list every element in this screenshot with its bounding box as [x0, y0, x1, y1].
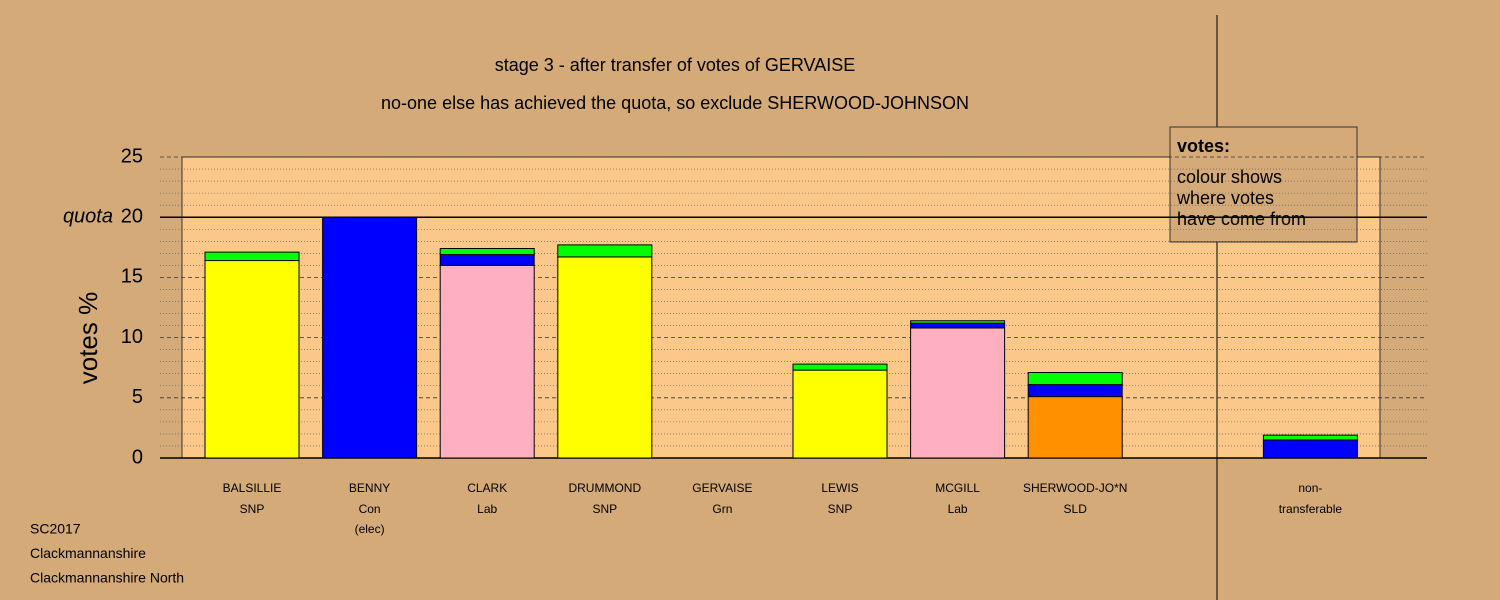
bar-segment	[1262, 439, 1358, 459]
x-tick-sublabel: SLD	[1064, 502, 1088, 516]
bar-segment	[439, 264, 535, 459]
y-tick-label: 0	[132, 446, 143, 468]
x-tick-sublabel: Grn	[712, 502, 732, 516]
chart-title: stage 3 - after transfer of votes of GER…	[495, 55, 856, 75]
legend-text: colour shows	[1177, 167, 1282, 187]
legend-title: votes:	[1177, 136, 1230, 156]
footer-text: Clackmannanshire	[30, 545, 146, 561]
bar-segment	[557, 244, 653, 258]
x-tick-label: CLARK	[467, 481, 507, 495]
x-tick-sublabel: SNP	[592, 502, 617, 516]
bar-segment	[910, 327, 1006, 459]
bar-segment	[1027, 384, 1123, 398]
x-tick-sublabel: SNP	[828, 502, 853, 516]
legend-text: where votes	[1176, 188, 1274, 208]
bar-segment	[204, 260, 300, 459]
x-tick-sublabel: Lab	[477, 502, 497, 516]
x-tick-label: DRUMMOND	[568, 481, 641, 495]
y-axis-label: votes %	[73, 292, 103, 385]
y-tick-label: 5	[132, 386, 143, 408]
y-tick-label: 10	[121, 326, 143, 348]
y-tick-label: 25	[121, 145, 143, 167]
bar-segment	[204, 251, 300, 262]
bar-segment	[439, 254, 535, 266]
bar-segment	[439, 248, 535, 256]
legend-box	[1169, 126, 1358, 243]
bar-segment	[557, 256, 653, 459]
quota-label: quota	[63, 205, 113, 227]
chart-subtitle: no-one else has achieved the quota, so e…	[381, 93, 969, 113]
bar-segment	[1027, 372, 1123, 386]
bar-segment	[1027, 396, 1123, 459]
bar-segment	[322, 216, 418, 459]
bar-segment	[910, 322, 1006, 329]
x-tick-label: BENNY	[349, 481, 390, 495]
x-tick-sublabel: transferable	[1279, 502, 1343, 516]
bar-segment	[792, 369, 888, 459]
x-tick-label: LEWIS	[821, 481, 858, 495]
x-tick-sublabel: Lab	[948, 502, 968, 516]
x-tick-label: non-	[1298, 481, 1322, 495]
bar-segment	[1262, 434, 1358, 441]
x-tick-label: SHERWOOD-JO*N	[1023, 481, 1127, 495]
legend: votes:	[1169, 126, 1358, 243]
legend-text: have come from	[1177, 209, 1306, 229]
x-tick-note: (elec)	[355, 522, 385, 536]
x-tick-label: MCGILL	[935, 481, 980, 495]
x-tick-label: BALSILLIE	[223, 481, 282, 495]
y-tick-label: 15	[121, 266, 143, 288]
bar-segment	[792, 363, 888, 371]
x-tick-sublabel: SNP	[240, 502, 265, 516]
y-tick-label: 20	[121, 205, 143, 227]
bar-segment	[910, 320, 1006, 324]
x-tick-label: GERVAISE	[692, 481, 752, 495]
footer-text: SC2017	[30, 521, 81, 537]
x-tick-sublabel: Con	[359, 502, 381, 516]
footer-text: Clackmannanshire North	[30, 570, 184, 586]
